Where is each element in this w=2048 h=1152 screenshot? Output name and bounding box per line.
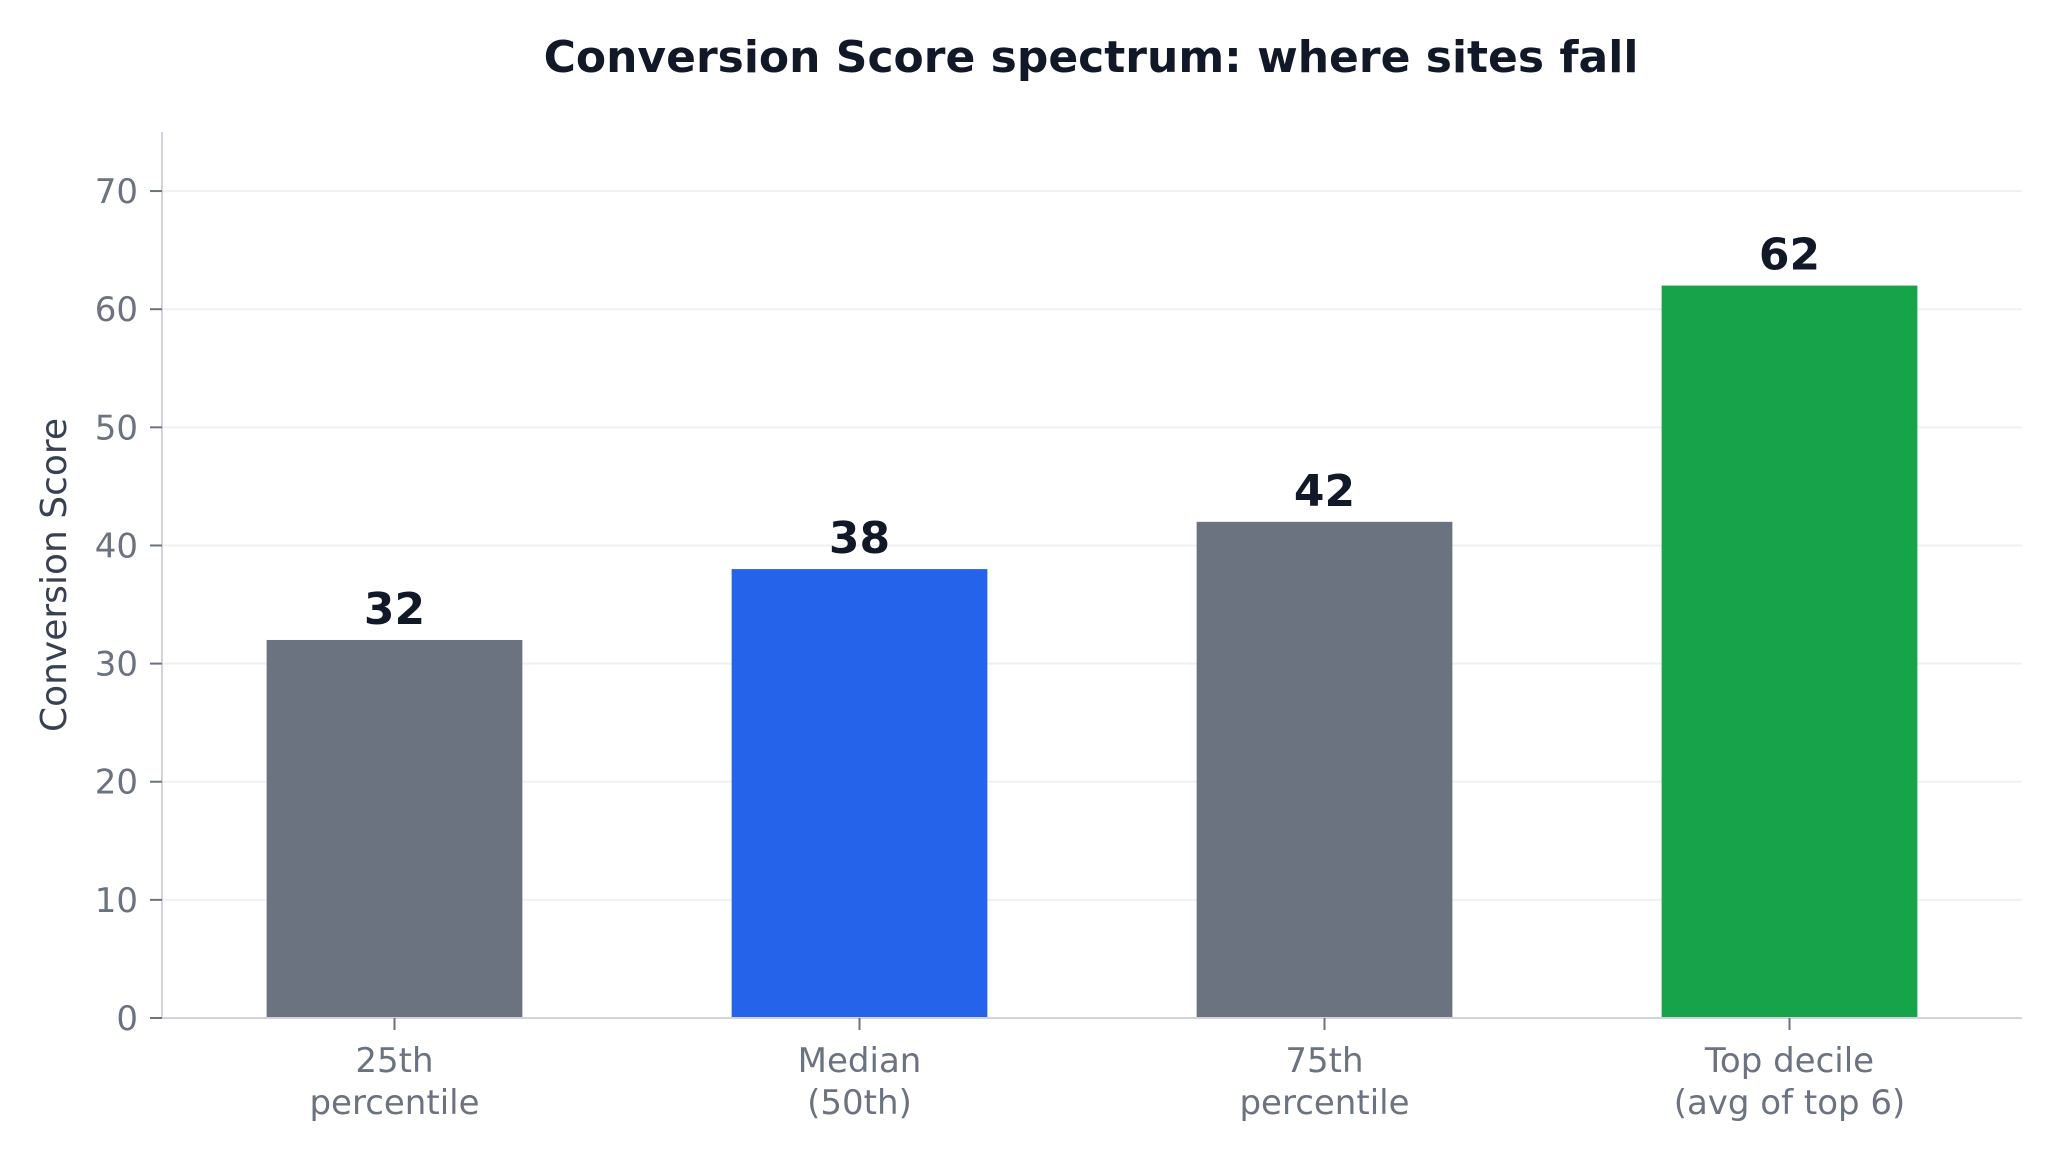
y-tick-label: 10 xyxy=(95,881,138,921)
bar-value-label: 38 xyxy=(829,513,890,564)
y-tick-label: 60 xyxy=(95,290,138,330)
y-tick-label: 70 xyxy=(95,172,138,212)
bar-value-label: 42 xyxy=(1294,466,1355,517)
y-tick-label: 20 xyxy=(95,763,138,803)
bar xyxy=(731,569,988,1018)
bars xyxy=(266,285,1918,1018)
bar-value-label: 32 xyxy=(364,584,425,635)
x-tick-label: Median (50th) xyxy=(798,1041,922,1123)
x-ticks: 25th percentile Median (50th) 75th percentile… xyxy=(309,1018,1905,1123)
value-labels: 32 38 42 62 xyxy=(364,230,1820,635)
x-tick-label: Top decile (avg of top 6) xyxy=(1674,1041,1906,1123)
y-ticks: 0 10 20 30 40 50 60 70 xyxy=(95,172,162,1039)
y-tick-label: 30 xyxy=(95,645,138,685)
x-tick-label: 25th percentile xyxy=(309,1041,479,1123)
bar-value-label: 62 xyxy=(1759,230,1820,281)
chart-title: Conversion Score spectrum: where sites f… xyxy=(544,32,1639,83)
bar xyxy=(1196,521,1453,1018)
x-tick-label: 75th percentile xyxy=(1239,1041,1409,1123)
y-tick-label: 50 xyxy=(95,408,138,448)
y-tick-label: 40 xyxy=(95,526,138,566)
y-tick-label: 0 xyxy=(116,999,138,1039)
bar xyxy=(1661,285,1918,1018)
y-axis-label: Conversion Score xyxy=(34,418,75,732)
bar xyxy=(266,639,523,1018)
axes xyxy=(161,132,2022,1019)
